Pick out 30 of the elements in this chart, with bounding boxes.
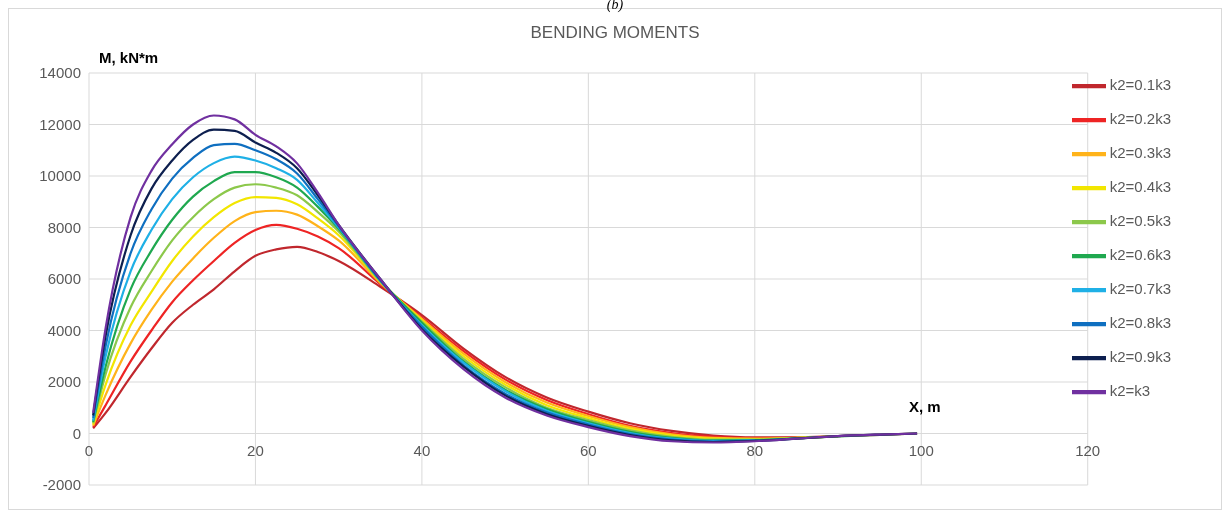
x-tick-label: 100 <box>908 441 934 459</box>
legend-label: k2=0.3k3 <box>1109 143 1171 161</box>
legend-label: k2=0.7k3 <box>1109 279 1171 297</box>
x-axis-title: X, m <box>909 397 941 415</box>
legend-label: k2=0.9k3 <box>1109 347 1171 365</box>
y-axis-title: M, kN*m <box>99 49 159 66</box>
x-tick-label: 120 <box>1075 441 1101 459</box>
y-tick-label: 2000 <box>47 373 81 391</box>
y-tick-label: 14000 <box>39 64 81 82</box>
y-tick-label: 0 <box>72 424 81 442</box>
x-tick-label: 40 <box>413 441 431 459</box>
y-tick-label: 8000 <box>47 218 81 236</box>
y-tick-label: 4000 <box>47 321 81 339</box>
y-tick-label: 6000 <box>47 270 81 288</box>
y-tick-label: 10000 <box>39 167 81 185</box>
y-tick-label: 12000 <box>39 115 81 133</box>
legend-label: k2=0.4k3 <box>1109 177 1171 195</box>
legend-label: k2=0.1k3 <box>1109 75 1171 93</box>
legend-label: k2=0.5k3 <box>1109 211 1171 229</box>
legend-label: k2=0.2k3 <box>1109 109 1171 127</box>
x-tick-label: 20 <box>247 441 264 459</box>
x-tick-label: 80 <box>746 441 764 459</box>
text: (b) <box>605 0 625 13</box>
y-tick-label: -2000 <box>42 476 81 494</box>
x-tick-label: 0 <box>84 441 94 459</box>
legend-label: k2=0.8k3 <box>1109 313 1171 331</box>
x-tick-label: 60 <box>580 441 597 459</box>
legend-label: k2=0.6k3 <box>1109 245 1171 263</box>
legend-label: k2=k3 <box>1109 381 1151 399</box>
chart-title: BENDING MOMENTS <box>529 23 701 43</box>
